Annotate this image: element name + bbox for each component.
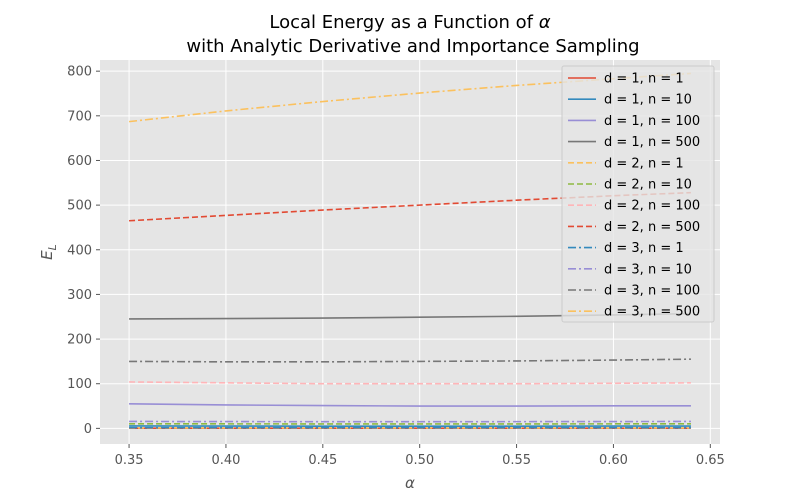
y-tick-label: 800 — [67, 65, 92, 80]
y-tick-label: 0 — [84, 422, 92, 437]
x-tick-label: 0.60 — [599, 453, 628, 468]
legend-label-2: d = 1, n = 10 — [604, 93, 692, 108]
chart-title-alpha: α — [539, 12, 551, 33]
legend-label-9: d = 3, n = 1 — [604, 241, 684, 256]
legend-box — [561, 65, 715, 323]
y-axis-label-main: E — [38, 250, 56, 260]
y-tick-label: 300 — [67, 288, 92, 303]
series-line-3 — [129, 403, 691, 407]
x-tick-label: 0.65 — [696, 453, 725, 468]
legend-label-11: d = 3, n = 100 — [604, 284, 700, 299]
y-tick-label: 700 — [67, 109, 92, 124]
chart-title-line1-text: Local Energy as a Function of — [269, 12, 533, 33]
y-tick-label: 500 — [67, 199, 92, 214]
y-axis-label: EL — [38, 244, 59, 260]
x-tick-label: 0.35 — [115, 453, 144, 468]
legend-label-6: d = 2, n = 10 — [604, 178, 692, 193]
series-line-8 — [129, 191, 691, 222]
series-line-11 — [129, 358, 691, 363]
legend: d = 1, n = 1 d = 1, n = 10 d = 1, n = 100 d… — [561, 65, 715, 323]
x-tick-label: 0.40 — [211, 453, 240, 468]
legend-label-5: d = 2, n = 1 — [604, 156, 684, 171]
y-tick-label: 600 — [67, 154, 92, 169]
chart-title-line1: Local Energy as a Function of α — [269, 12, 550, 33]
y-tick-label: 400 — [67, 243, 92, 258]
legend-label-8: d = 2, n = 500 — [604, 220, 700, 235]
chart-title-line2: with Analytic Derivative and Importance … — [186, 36, 639, 57]
y-axis-ticks: 0 100 200 300 400 500 600 700 800 — [67, 65, 100, 437]
legend-label-3: d = 1, n = 100 — [604, 114, 700, 129]
y-tick-label: 100 — [67, 377, 92, 392]
series-line-7 — [129, 381, 691, 385]
y-tick-label: 200 — [67, 333, 92, 348]
legend-label-10: d = 3, n = 10 — [604, 262, 692, 277]
x-axis-ticks: 0.35 0.40 0.45 0.50 0.55 0.60 0.65 — [115, 444, 725, 468]
y-axis-label-sub: L — [46, 244, 59, 250]
x-tick-label: 0.45 — [308, 453, 337, 468]
x-tick-label: 0.55 — [502, 453, 531, 468]
legend-label-12: d = 3, n = 500 — [604, 305, 700, 320]
x-tick-label: 0.50 — [405, 453, 434, 468]
legend-label-7: d = 2, n = 100 — [604, 199, 700, 214]
x-axis-label: α — [405, 474, 415, 492]
legend-label-4: d = 1, n = 500 — [604, 135, 700, 150]
legend-label-1: d = 1, n = 1 — [604, 72, 684, 87]
